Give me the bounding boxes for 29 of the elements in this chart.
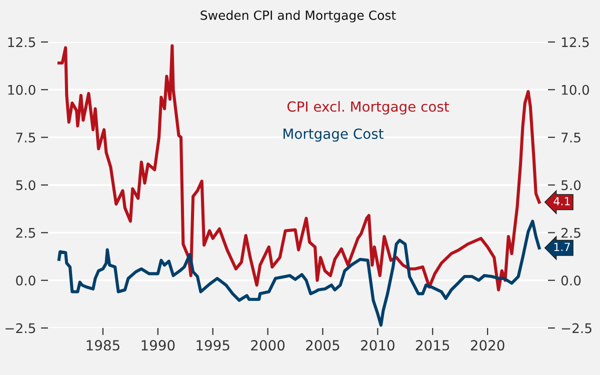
line-series <box>57 44 541 292</box>
x-tick-label: 1995 <box>196 340 230 351</box>
x-tick-label: 2000 <box>251 340 285 351</box>
y-tick-label: −2.5 <box>6 323 36 334</box>
line-series <box>57 220 541 327</box>
x-tick-label: 1985 <box>86 340 120 351</box>
y2-tick-label: −2.5 <box>562 323 592 334</box>
chart-title: Sweden CPI and Mortgage Cost <box>200 10 396 22</box>
y2-tick-label: 10.0 <box>562 84 589 95</box>
y2-tick-label: 12.5 <box>562 37 589 48</box>
text: CPI excl. Mortgage cost <box>287 101 450 114</box>
y-tick-label: 12.5 <box>8 37 36 48</box>
y2-tick-label: 7.5 <box>562 132 580 143</box>
x-tick-label: 2015 <box>416 340 450 351</box>
x-tick-label: 2005 <box>306 340 340 351</box>
y-tick-label: 10.0 <box>8 84 36 95</box>
y-tick-label: 0.0 <box>16 276 36 286</box>
y-tick-label: 7.5 <box>16 132 36 143</box>
y-tick-label: 5.0 <box>16 180 36 190</box>
annotation: 1.7 <box>554 242 570 251</box>
annotation: 4.1 <box>554 197 570 206</box>
x-tick-label: 2020 <box>470 340 504 351</box>
text: Mortgage Cost <box>284 128 384 142</box>
y2-tick-label: 5.0 <box>562 180 581 190</box>
y2-tick-label: 2.5 <box>561 228 580 238</box>
y2-tick-label: 0.0 <box>561 276 581 286</box>
x-tick-label: 2010 <box>361 340 394 351</box>
x-tick-label: 1990 <box>142 340 175 351</box>
y-tick-label: 2.5 <box>16 228 36 238</box>
